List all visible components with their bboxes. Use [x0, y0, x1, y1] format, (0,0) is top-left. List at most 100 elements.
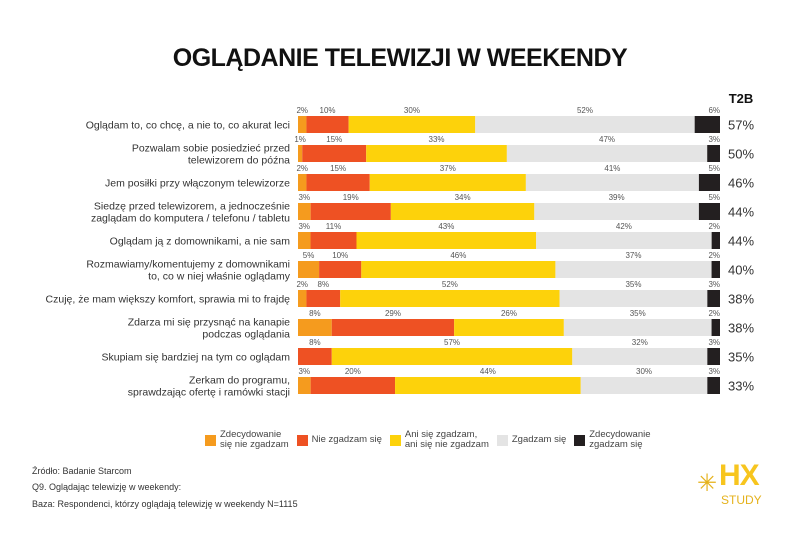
category-label: Oglądam ją z domownikami, a nie sam: [110, 236, 291, 248]
data-label: 34%: [455, 193, 471, 202]
data-label: 3%: [299, 367, 311, 376]
bar-segment: [298, 116, 307, 133]
logo-hx: HX: [719, 459, 760, 492]
bar-segment: [310, 377, 396, 394]
data-label: 10%: [332, 251, 348, 260]
category-label: Siedzę przed telewizorem, a jednocześnie: [94, 201, 290, 213]
data-label: 5%: [708, 193, 720, 202]
bar-segment: [694, 116, 720, 133]
data-label: 2%: [708, 222, 720, 231]
bar-segment: [298, 145, 303, 162]
data-label: 8%: [318, 280, 330, 289]
data-label: 6%: [708, 106, 720, 115]
category-label: Oglądam to, co chcę, a nie to, co akurat…: [86, 120, 290, 132]
data-label: 10%: [320, 106, 336, 115]
legend-item: Zgadzam się: [496, 430, 567, 450]
bar-segment: [707, 348, 720, 365]
data-label: 1%: [294, 135, 306, 144]
legend-label: Zdecydowanie się nie zgadzam: [220, 429, 289, 450]
legend-swatch: [389, 434, 401, 446]
bar-segment: [306, 174, 370, 191]
bar-segment: [572, 348, 708, 365]
data-label: 3%: [708, 280, 720, 289]
star-icon: ✳: [697, 470, 718, 497]
data-label: 8%: [309, 338, 321, 347]
legend-item: Zdecydowanie zgadzam się: [574, 430, 651, 450]
legend-label: Ani się zgadzam, ani się nie zgadzam: [404, 429, 489, 450]
source-note: Źródło: Badanie Starcom: [32, 466, 132, 476]
bar-segment: [707, 290, 720, 307]
data-label: 37%: [625, 251, 641, 260]
data-label: 15%: [330, 164, 346, 173]
bar-segment: [390, 203, 535, 220]
bar-segment: [298, 203, 311, 220]
bar-segment: [298, 261, 320, 278]
bar-segment: [298, 290, 307, 307]
category-label: zaglądam do komputera / telefonu / table…: [91, 213, 290, 225]
data-label: 15%: [326, 135, 342, 144]
data-label: 2%: [296, 106, 308, 115]
bar-segment: [555, 261, 712, 278]
bar-segment: [698, 203, 720, 220]
data-label: 57%: [444, 338, 460, 347]
bar-segment: [395, 377, 581, 394]
bar-segment: [331, 319, 455, 336]
hx-study-logo: ✳ HX STUDY: [697, 459, 769, 509]
data-label: 3%: [708, 367, 720, 376]
data-label: 52%: [442, 280, 458, 289]
t2b-value: 38%: [728, 321, 754, 336]
bar-segment: [580, 377, 708, 394]
bar-segment: [711, 319, 720, 336]
category-label: telewizorem do późna: [188, 155, 290, 167]
category-label: Zerkam do programu,: [189, 375, 290, 387]
data-label: 3%: [708, 135, 720, 144]
data-label: 2%: [296, 164, 308, 173]
bar-segment: [306, 290, 341, 307]
bar-segment: [348, 116, 476, 133]
chart-title: OGLĄDANIE TELEWIZJI W WEEKENDY: [172, 44, 628, 72]
category-label: Jem posiłki przy włączonym telewizorze: [105, 178, 290, 190]
data-label: 2%: [708, 309, 720, 318]
legend-label: Nie zgadzam się: [311, 434, 382, 445]
category-label: Zdarza mi się przysnąć na kanapie: [128, 317, 290, 329]
t2b-value: 44%: [728, 234, 754, 249]
bar-segment: [319, 261, 362, 278]
data-label: 30%: [404, 106, 420, 115]
bar-segment: [454, 319, 564, 336]
data-label: 8%: [309, 309, 321, 318]
bar-segment: [711, 261, 720, 278]
data-label: 42%: [616, 222, 632, 231]
bar-segment: [340, 290, 560, 307]
legend-label: Zgadzam się: [511, 434, 567, 445]
t2b-header: T2B: [729, 91, 754, 106]
data-label: 37%: [440, 164, 456, 173]
data-label: 2%: [708, 251, 720, 260]
bar-segment: [302, 145, 367, 162]
t2b-value: 38%: [728, 292, 754, 307]
bar-segment: [711, 232, 720, 249]
t2b-value: 57%: [728, 118, 754, 133]
category-label: sprawdzając ofertę i ramówki stacji: [128, 387, 290, 399]
bar-segment: [298, 319, 332, 336]
category-label: podczas oglądania: [202, 329, 290, 341]
bar-segment: [563, 319, 712, 336]
bar-segment: [298, 348, 332, 365]
bar-segment: [366, 145, 507, 162]
legend-item: Zdecydowanie się nie zgadzam: [205, 430, 289, 450]
category-label: Skupiam się bardziej na tym co oglądam: [101, 352, 290, 364]
t2b-value: 50%: [728, 147, 754, 162]
bar-segment: [559, 290, 708, 307]
bar-segment: [707, 145, 720, 162]
category-label: Rozmawiamy/komentujemy z domownikami: [86, 259, 290, 271]
bar-segment: [361, 261, 556, 278]
category-label: Czuję, że mam większy komfort, sprawia m…: [46, 294, 291, 306]
bar-segment: [298, 174, 307, 191]
t2b-value: 35%: [728, 350, 754, 365]
bar-segment: [536, 232, 712, 249]
data-label: 46%: [450, 251, 466, 260]
bar-segment: [369, 174, 526, 191]
bar-segment: [298, 232, 311, 249]
data-label: 44%: [480, 367, 496, 376]
data-label: 11%: [326, 222, 341, 231]
